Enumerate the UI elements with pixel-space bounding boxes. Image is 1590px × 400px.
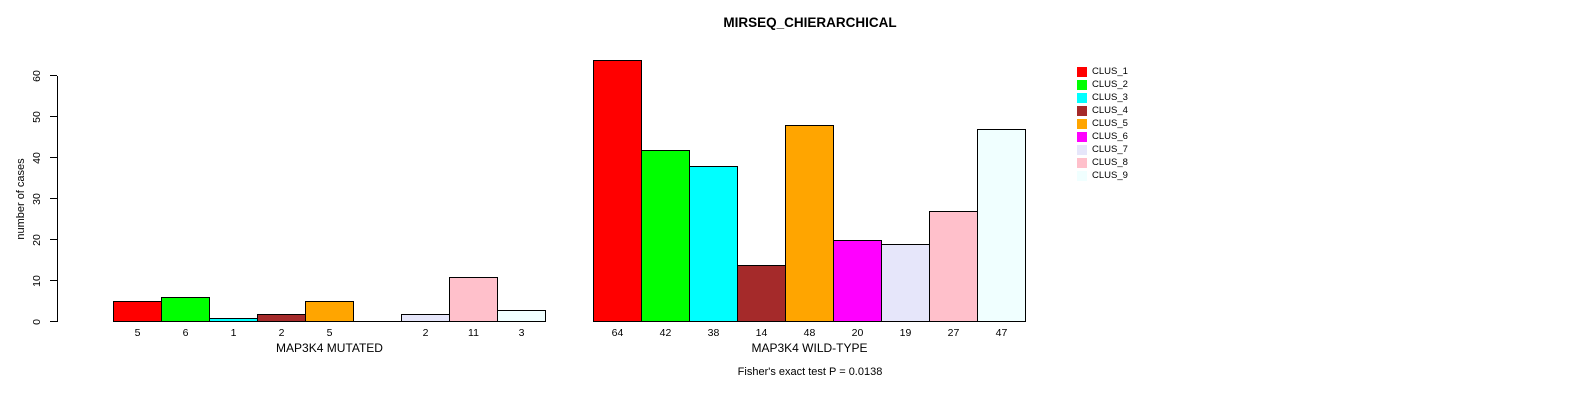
y-tick-mark-40	[50, 157, 57, 158]
legend-swatch-clus-6	[1077, 131, 1087, 142]
group-label-mutated: MAP3K4 MUTATED	[276, 341, 383, 355]
bar-value-label-mutated-clus-5: 5	[326, 327, 333, 339]
bar-wild-type-clus-3	[689, 166, 738, 322]
bar-value-label-mutated-clus-2: 6	[182, 327, 189, 339]
bar-mutated-clus-6	[353, 321, 402, 322]
bar-wild-type-clus-5	[785, 125, 834, 322]
bar-mutated-clus-2	[161, 297, 210, 322]
bar-wild-type-clus-9	[977, 129, 1026, 322]
bar-mutated-clus-3	[209, 318, 258, 322]
legend-swatch-clus-7	[1077, 144, 1087, 155]
bar-value-label-wild-type-clus-4: 14	[755, 327, 768, 339]
legend-item-clus-3: CLUS_3	[1077, 91, 1128, 104]
y-tick-mark-10	[50, 280, 57, 281]
legend: CLUS_1 CLUS_2 CLUS_3 CLUS_4 CLUS_5 CLUS_6 CLUS…	[1077, 65, 1128, 182]
legend-item-clus-8: CLUS_8	[1077, 156, 1128, 169]
y-tick-mark-0	[50, 321, 57, 322]
y-tick-label-40: 40	[31, 151, 43, 164]
legend-swatch-clus-8	[1077, 157, 1087, 168]
y-tick-label-60: 60	[31, 69, 43, 82]
legend-swatch-clus-4	[1077, 105, 1087, 116]
bar-value-label-wild-type-clus-7: 19	[899, 327, 912, 339]
bar-value-label-mutated-clus-1: 5	[134, 327, 141, 339]
legend-label-clus-8: CLUS_8	[1092, 157, 1128, 168]
legend-swatch-clus-5	[1077, 118, 1087, 129]
legend-label-clus-3: CLUS_3	[1092, 92, 1128, 103]
bar-value-label-wild-type-clus-3: 38	[707, 327, 720, 339]
bar-mutated-clus-4	[257, 314, 306, 322]
legend-swatch-clus-2	[1077, 79, 1087, 90]
bar-value-label-mutated-clus-8: 11	[468, 327, 479, 339]
legend-label-clus-2: CLUS_2	[1092, 79, 1128, 90]
y-tick-label-10: 10	[31, 274, 43, 287]
y-tick-label-50: 50	[31, 110, 43, 123]
bar-value-label-wild-type-clus-8: 27	[947, 327, 960, 339]
y-tick-mark-50	[50, 116, 57, 117]
legend-item-clus-9: CLUS_9	[1077, 169, 1128, 182]
bar-wild-type-clus-6	[833, 240, 882, 322]
bar-value-label-mutated-clus-9: 3	[518, 327, 525, 339]
y-tick-label-30: 30	[31, 192, 43, 205]
y-tick-mark-30	[50, 198, 57, 199]
bar-value-label-mutated-clus-3: 1	[230, 327, 237, 339]
legend-swatch-clus-1	[1077, 66, 1087, 77]
legend-item-clus-4: CLUS_4	[1077, 104, 1128, 117]
bar-mutated-clus-5	[305, 301, 354, 322]
legend-label-clus-4: CLUS_4	[1092, 105, 1128, 116]
legend-swatch-clus-9	[1077, 170, 1087, 181]
bar-mutated-clus-7	[401, 314, 450, 322]
legend-item-clus-5: CLUS_5	[1077, 117, 1128, 130]
bar-wild-type-clus-4	[737, 265, 786, 322]
bar-wild-type-clus-1	[593, 60, 642, 322]
legend-label-clus-5: CLUS_5	[1092, 118, 1128, 129]
group-label-wild-type: MAP3K4 WILD-TYPE	[751, 341, 868, 355]
legend-item-clus-2: CLUS_2	[1077, 78, 1128, 91]
bar-value-label-wild-type-clus-1: 64	[611, 327, 624, 339]
bar-value-label-wild-type-clus-6: 20	[851, 327, 864, 339]
y-axis-line	[57, 76, 58, 322]
bar-value-label-mutated-clus-7: 2	[422, 327, 429, 339]
legend-item-clus-7: CLUS_7	[1077, 143, 1128, 156]
y-axis-label: number of cases	[15, 158, 27, 240]
fisher-test-annotation: Fisher's exact test P = 0.0138	[737, 366, 883, 378]
y-tick-mark-60	[50, 75, 57, 76]
chart-title: MIRSEQ_CHIERARCHICAL	[723, 15, 897, 30]
legend-label-clus-9: CLUS_9	[1092, 170, 1128, 181]
bar-value-label-wild-type-clus-5: 48	[803, 327, 816, 339]
bar-value-label-wild-type-clus-2: 42	[659, 327, 672, 339]
legend-swatch-clus-3	[1077, 92, 1087, 103]
legend-label-clus-7: CLUS_7	[1092, 144, 1128, 155]
bar-wild-type-clus-7	[881, 244, 930, 322]
bar-mutated-clus-8	[449, 277, 498, 322]
y-tick-label-0: 0	[31, 318, 43, 325]
y-tick-label-20: 20	[31, 233, 43, 246]
bar-mutated-clus-9	[497, 310, 546, 322]
bar-value-label-mutated-clus-4: 2	[278, 327, 285, 339]
bar-wild-type-clus-8	[929, 211, 978, 322]
y-tick-mark-20	[50, 239, 57, 240]
bar-mutated-clus-1	[113, 301, 162, 322]
bar-value-label-wild-type-clus-9: 47	[995, 327, 1008, 339]
legend-item-clus-6: CLUS_6	[1077, 130, 1128, 143]
bar-wild-type-clus-2	[641, 150, 690, 322]
legend-item-clus-1: CLUS_1	[1077, 65, 1128, 78]
legend-label-clus-1: CLUS_1	[1092, 66, 1128, 77]
legend-label-clus-6: CLUS_6	[1092, 131, 1128, 142]
